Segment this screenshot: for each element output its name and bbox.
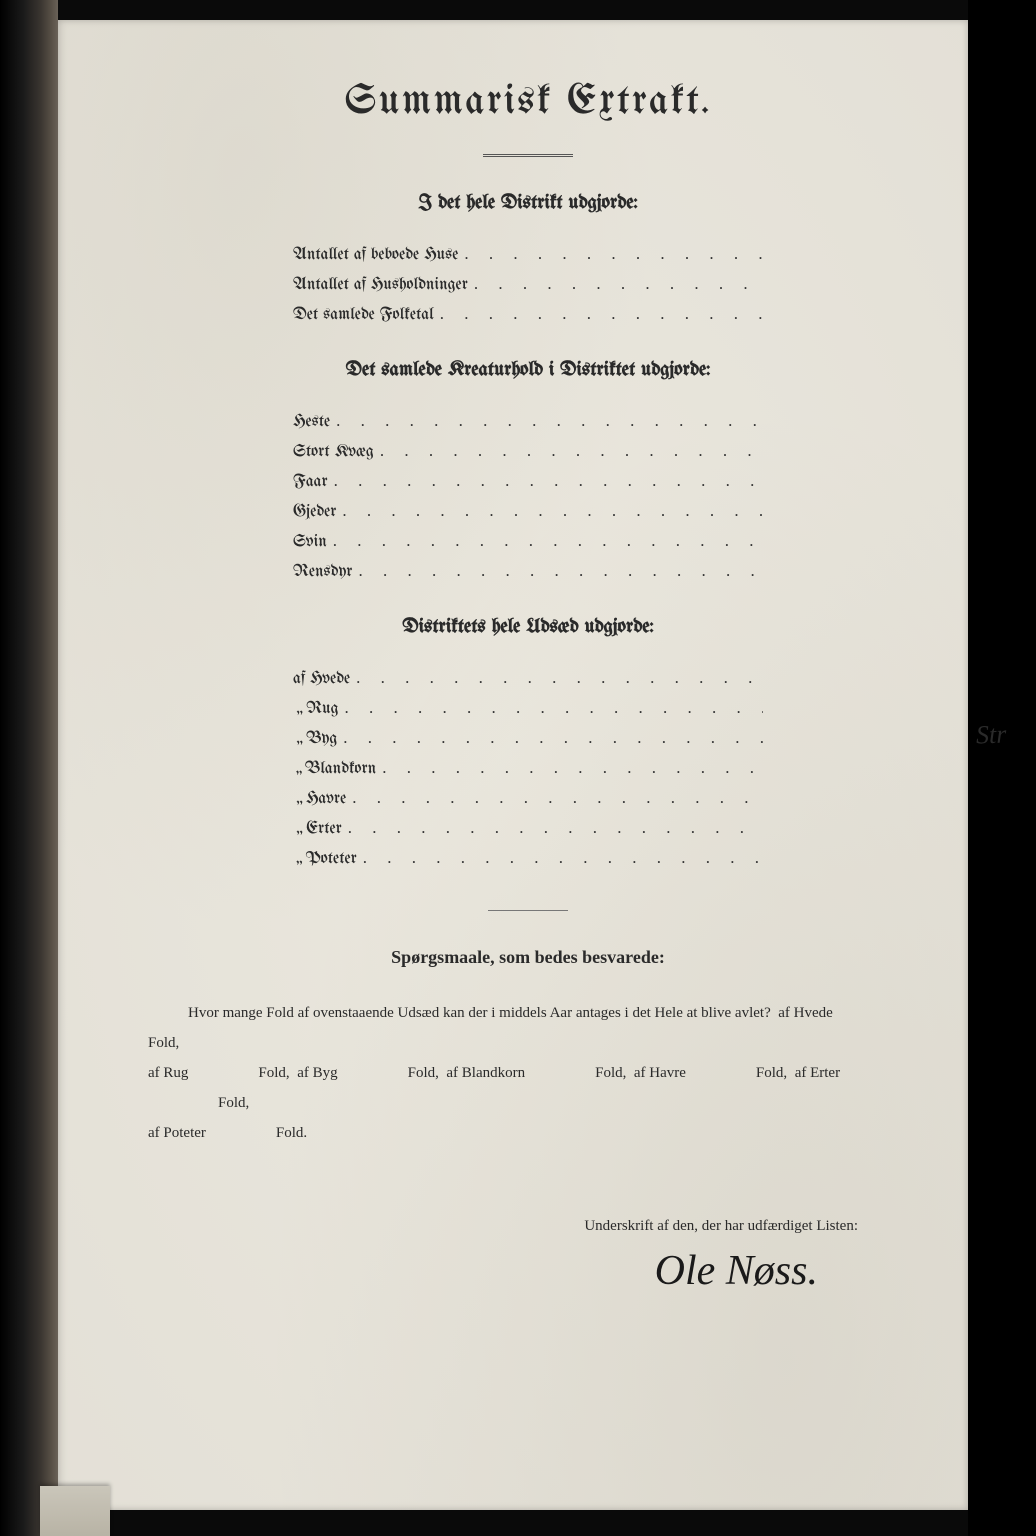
list-item: „ Rug bbox=[293, 694, 763, 724]
dot-leader bbox=[334, 467, 763, 495]
list-item: Rensdyr bbox=[293, 557, 763, 587]
section-3-list: af Hvede „ Rug „ Byg „ Blandkorn „ Havre… bbox=[293, 664, 763, 874]
ditto-mark: „ bbox=[293, 786, 306, 814]
dot-leader bbox=[363, 844, 763, 872]
question-unit: Fold. bbox=[276, 1125, 307, 1141]
book-edge-right bbox=[968, 0, 1036, 1536]
list-item: „ Erter bbox=[293, 814, 763, 844]
dot-leader bbox=[474, 270, 763, 298]
list-item: af Hvede bbox=[293, 664, 763, 694]
questions-block: Hvor mange Fold af ovenstaaende Udsæd ka… bbox=[138, 998, 918, 1148]
dot-leader bbox=[342, 497, 763, 525]
dot-leader bbox=[336, 407, 763, 435]
list-item: „ Poteter bbox=[293, 844, 763, 874]
ditto-mark: „ bbox=[293, 846, 306, 874]
item-label: Poteter bbox=[306, 846, 363, 874]
page-title: Summarisk Extrakt. bbox=[138, 80, 918, 124]
dot-leader bbox=[348, 814, 763, 842]
list-item: Stort Kvæg bbox=[293, 437, 763, 467]
dot-leader bbox=[464, 240, 763, 268]
list-item: Antallet af beboede Huse bbox=[293, 240, 763, 270]
question-crop: af Havre bbox=[634, 1065, 686, 1081]
item-label: Stort Kvæg bbox=[293, 439, 380, 467]
list-item: Svin bbox=[293, 527, 763, 557]
dot-leader bbox=[380, 437, 763, 465]
document-page: Summarisk Extrakt. I det hele Distrikt u… bbox=[58, 20, 968, 1510]
list-item: Det samlede Folketal bbox=[293, 300, 763, 330]
list-item: Heste bbox=[293, 407, 763, 437]
item-label: Det samlede Folketal bbox=[293, 302, 440, 330]
list-item: „ Havre bbox=[293, 784, 763, 814]
list-item: Antallet af Husholdninger bbox=[293, 270, 763, 300]
ditto-mark: „ bbox=[293, 756, 305, 784]
dot-leader bbox=[356, 664, 763, 692]
question-unit: Fold, bbox=[595, 1065, 626, 1081]
questions-intro: Hvor mange Fold af ovenstaaende Udsæd ka… bbox=[148, 998, 908, 1058]
question-unit: Fold, bbox=[258, 1065, 289, 1081]
item-label: Heste bbox=[293, 409, 336, 437]
question-unit: Fold, bbox=[408, 1065, 439, 1081]
section-heading-2: Det samlede Kreaturhold i Distriktet udg… bbox=[138, 360, 918, 381]
list-item: „ Byg bbox=[293, 724, 763, 754]
question-crop: af Erter bbox=[795, 1065, 840, 1081]
ditto-mark: „ bbox=[293, 726, 306, 754]
page-corner-tab bbox=[40, 1486, 110, 1536]
question-crop: af Poteter bbox=[148, 1125, 206, 1141]
question-unit: Fold, bbox=[756, 1065, 787, 1081]
section-2-list: Heste Stort Kvæg Faar Gjeder Svin Rensdy… bbox=[293, 407, 763, 587]
section-1-list: Antallet af beboede Huse Antallet af Hus… bbox=[293, 240, 763, 330]
dot-leader bbox=[440, 300, 763, 328]
section-divider bbox=[488, 910, 568, 911]
question-unit: Fold, bbox=[148, 1035, 179, 1051]
question-crop: af Byg bbox=[297, 1065, 337, 1081]
item-label: Gjeder bbox=[293, 499, 342, 527]
question-crop: af Blandkorn bbox=[446, 1065, 525, 1081]
item-label: Erter bbox=[306, 816, 348, 844]
dot-leader bbox=[344, 694, 763, 722]
section-heading-1: I det hele Distrikt udgjorde: bbox=[138, 193, 918, 214]
item-label: af Hvede bbox=[293, 666, 356, 694]
dot-leader bbox=[382, 754, 763, 782]
signature-name: Ole Nøss. bbox=[138, 1247, 858, 1295]
ditto-mark: „ bbox=[293, 816, 306, 844]
item-label: Svin bbox=[293, 529, 333, 557]
dot-leader bbox=[343, 724, 763, 752]
question-crop: af Hvede bbox=[778, 1005, 833, 1021]
item-label: Antallet af Husholdninger bbox=[293, 272, 474, 300]
list-item: Faar bbox=[293, 467, 763, 497]
item-label: Byg bbox=[306, 726, 343, 754]
list-item: Gjeder bbox=[293, 497, 763, 527]
signature-block: Underskrift af den, der har udfærdiget L… bbox=[138, 1218, 918, 1295]
item-label: Rensdyr bbox=[293, 559, 358, 587]
questions-line: af Poteter Fold. bbox=[148, 1118, 908, 1148]
item-label: Havre bbox=[306, 786, 352, 814]
dot-leader bbox=[358, 557, 763, 585]
ditto-mark: „ bbox=[293, 696, 306, 724]
section-heading-3: Distriktets hele Udsæd udgjorde: bbox=[138, 617, 918, 638]
questions-intro-text: Hvor mange Fold af ovenstaaende Udsæd ka… bbox=[188, 1005, 771, 1021]
dot-leader bbox=[333, 527, 763, 555]
margin-handwriting: Str bbox=[975, 719, 1006, 750]
book-binding-left bbox=[0, 0, 58, 1536]
question-unit: Fold, bbox=[218, 1095, 249, 1111]
list-item: „ Blandkorn bbox=[293, 754, 763, 784]
signature-caption: Underskrift af den, der har udfærdiget L… bbox=[138, 1218, 858, 1235]
questions-heading: Spørgsmaale, som bedes besvarede: bbox=[138, 947, 918, 968]
item-label: Rug bbox=[306, 696, 344, 724]
item-label: Blandkorn bbox=[305, 756, 382, 784]
dot-leader bbox=[352, 784, 763, 812]
item-label: Antallet af beboede Huse bbox=[293, 242, 464, 270]
questions-line: af Rug Fold, af Byg Fold, af Blandkorn Fold… bbox=[148, 1058, 908, 1118]
question-crop: af Rug bbox=[148, 1065, 188, 1081]
item-label: Faar bbox=[293, 469, 334, 497]
title-rule bbox=[483, 154, 573, 157]
